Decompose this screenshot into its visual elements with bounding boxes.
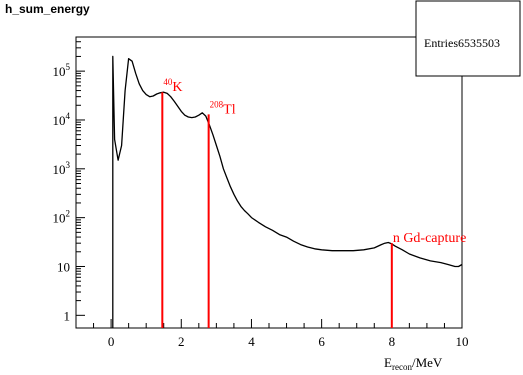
- x-tick-label: 10: [456, 334, 469, 349]
- x-tick-label: 8: [389, 334, 396, 349]
- stats-entries-value: 6535503: [458, 36, 500, 50]
- stats-box: [415, 0, 521, 77]
- stats-entries: Entries6535503: [424, 36, 500, 50]
- y-tick-label: 105: [53, 62, 71, 79]
- series-layer: [112, 55, 463, 328]
- x-axis-label-base: E: [384, 355, 392, 370]
- x-axis-ticks: 0 2 4 6 8 10: [75, 319, 469, 349]
- y-tick-label: 10: [57, 259, 70, 274]
- y-tick-label: 102: [53, 209, 71, 226]
- plot-frame: [75, 36, 463, 329]
- x-tick-label: 2: [178, 334, 185, 349]
- marker-label: n Gd-capture: [393, 231, 466, 246]
- x-tick-label: 0: [108, 334, 115, 349]
- marker-layer: 40K 208Tl n Gd-capture: [161, 77, 466, 328]
- y-axis-ticks: 1 10 102 103 104 105: [53, 36, 85, 323]
- y-tick-label: 1: [64, 308, 71, 323]
- stats-entries-label: Entries: [424, 36, 458, 50]
- x-axis-label-sub: recon: [392, 362, 412, 372]
- x-axis-label-unit: /MeV: [412, 355, 443, 370]
- chart-title: h_sum_energy: [5, 2, 90, 16]
- series-line: [112, 55, 463, 328]
- x-tick-label: 6: [318, 334, 325, 349]
- marker-label: 40K: [163, 77, 182, 95]
- x-axis-label: Erecon/MeV: [384, 355, 443, 372]
- y-tick-label: 103: [53, 160, 71, 177]
- marker-label: 208Tl: [210, 99, 236, 117]
- y-tick-label: 104: [53, 111, 71, 128]
- x-tick-label: 4: [248, 334, 255, 349]
